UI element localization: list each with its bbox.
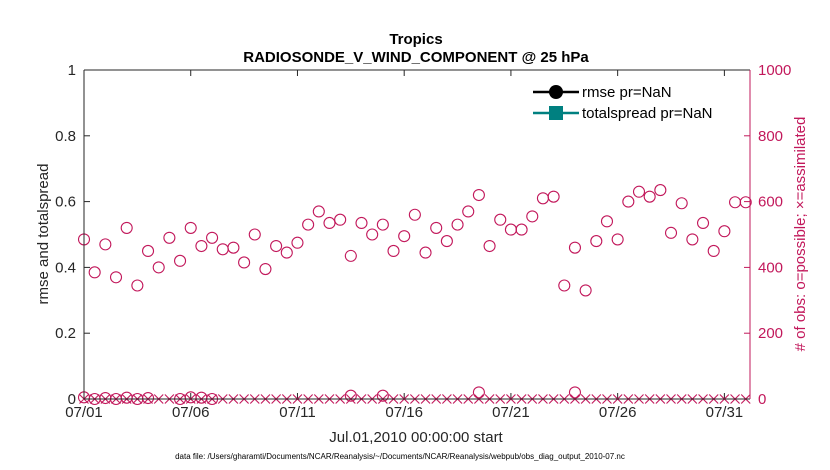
x-tick-label: 07/01 [65, 404, 103, 421]
obs-possible-point [579, 284, 592, 297]
obs-possible-point [195, 239, 208, 253]
obs-possible-point [88, 266, 101, 279]
legend-totalspread-marker [549, 106, 563, 120]
y-axis-left-label: rmse and totalspread [35, 164, 52, 305]
x-tick-label: 07/26 [599, 404, 637, 421]
x-tick-label: 07/31 [706, 404, 744, 421]
obs-possible-point [152, 261, 165, 274]
y-right-tick-label: 200 [758, 325, 783, 342]
y-left-tick-label: 0.2 [55, 325, 76, 342]
obs-possible-point [280, 246, 293, 259]
obs-possible-point [590, 235, 603, 248]
obs-possible-point [131, 279, 144, 292]
obs-possible-point [141, 244, 155, 257]
obs-possible-point [707, 244, 720, 257]
obs-possible-point [398, 230, 411, 243]
data-file-footer: data file: /Users/gharamti/Documents/NCA… [175, 452, 625, 461]
obs-possible-point [248, 228, 261, 241]
obs-possible-point [664, 226, 678, 239]
obs-possible-point [355, 216, 368, 230]
obs-possible-point [216, 243, 229, 256]
obs-possible-point [174, 254, 187, 267]
x-axis-label: Jul.01,2010 00:00:00 start [329, 429, 503, 446]
obs-possible-point [291, 236, 304, 249]
y-left-tick-label: 0.4 [55, 259, 76, 276]
obs-possible-point [109, 271, 123, 284]
obs-possible-point [472, 188, 485, 202]
obs-possible-point [462, 205, 475, 218]
obs-possible-point [494, 213, 507, 226]
obs-possible-point [622, 195, 635, 208]
obs-possible-point [206, 231, 219, 244]
obs-possible-point [643, 190, 656, 203]
y-right-tick-label: 400 [758, 259, 783, 276]
obs-possible-point [376, 218, 389, 231]
obs-possible-point [408, 208, 421, 221]
obs-possible-point [451, 218, 464, 231]
y-right-tick-label: 1000 [758, 62, 791, 79]
obs-possible-point [440, 235, 453, 248]
x-tick-label: 07/06 [172, 404, 210, 421]
obs-possible-point [344, 389, 357, 402]
y-left-tick-label: 0.6 [55, 194, 76, 211]
y-right-tick-label: 800 [758, 128, 783, 145]
obs-possible-point [387, 244, 400, 257]
y-left-tick-label: 0.8 [55, 128, 76, 145]
obs-possible-point [568, 241, 582, 254]
obs-possible-point [718, 225, 731, 238]
tick-labels: 07/01 07/06 07/11 07/16 07/21 07/26 07/31 0 0.2 0… [55, 62, 791, 421]
obs-possible-point [259, 262, 272, 276]
obs-possible-point [323, 216, 336, 230]
obs-possible-point [611, 233, 624, 246]
x-tick-label: 07/16 [385, 404, 423, 421]
obs-possible-point [654, 184, 667, 197]
legend: rmse pr=NaN totalspread pr=NaN [530, 78, 740, 126]
tick-marks [83, 69, 750, 400]
obs-possible-point [632, 185, 646, 198]
chart-title: Tropics [389, 31, 442, 48]
obs-possible-point [270, 239, 283, 253]
y-right-tick-label: 0 [758, 391, 766, 408]
obs-possible-point [696, 216, 710, 230]
obs-possible-point [163, 231, 176, 244]
obs-possible-point [141, 391, 155, 405]
obs-possible-point [472, 386, 485, 399]
obs-possible-point [675, 197, 688, 210]
chart-subtitle: RADIOSONDE_V_WIND_COMPONENT @ 25 hPa [243, 49, 589, 66]
legend-totalspread-label: totalspread pr=NaN [582, 105, 713, 122]
x-tick-label: 07/21 [492, 404, 530, 421]
obs-possible-point [536, 192, 549, 205]
obs-possible-point [334, 213, 347, 226]
obs-possible-point [729, 196, 742, 209]
obs-possible-point [120, 221, 133, 234]
legend-box [530, 78, 740, 126]
obs-possible-point [526, 210, 539, 223]
obs-possible-point [344, 249, 357, 262]
y-axis-right-label: # of obs: o=possible; ×=assimilated [792, 117, 809, 352]
legend-rmse-marker [549, 85, 563, 99]
y-left-tick-label: 0 [68, 391, 76, 408]
obs-possible-point [419, 246, 432, 259]
y-left-tick-label: 1 [68, 62, 76, 79]
x-tick-label: 07/11 [279, 404, 315, 421]
obs-possible-point [600, 215, 614, 228]
obs-possible-point [366, 228, 379, 241]
obs-possible-point [515, 223, 528, 236]
obs-possible-point [430, 221, 443, 234]
y-right-tick-label: 600 [758, 194, 783, 211]
obs-possible-point [238, 256, 251, 269]
obs-possible-point [376, 389, 389, 402]
obs-possible-point [558, 279, 571, 292]
obs-possible-point [99, 238, 112, 251]
obs-possible-point [686, 233, 699, 246]
obs-possible-point [184, 221, 197, 234]
legend-rmse-label: rmse pr=NaN [582, 84, 672, 101]
obs-possible-point [302, 218, 315, 231]
obs-possible-point [483, 239, 496, 253]
obs-possible-point [312, 205, 325, 218]
obs-possible-point [568, 386, 582, 399]
